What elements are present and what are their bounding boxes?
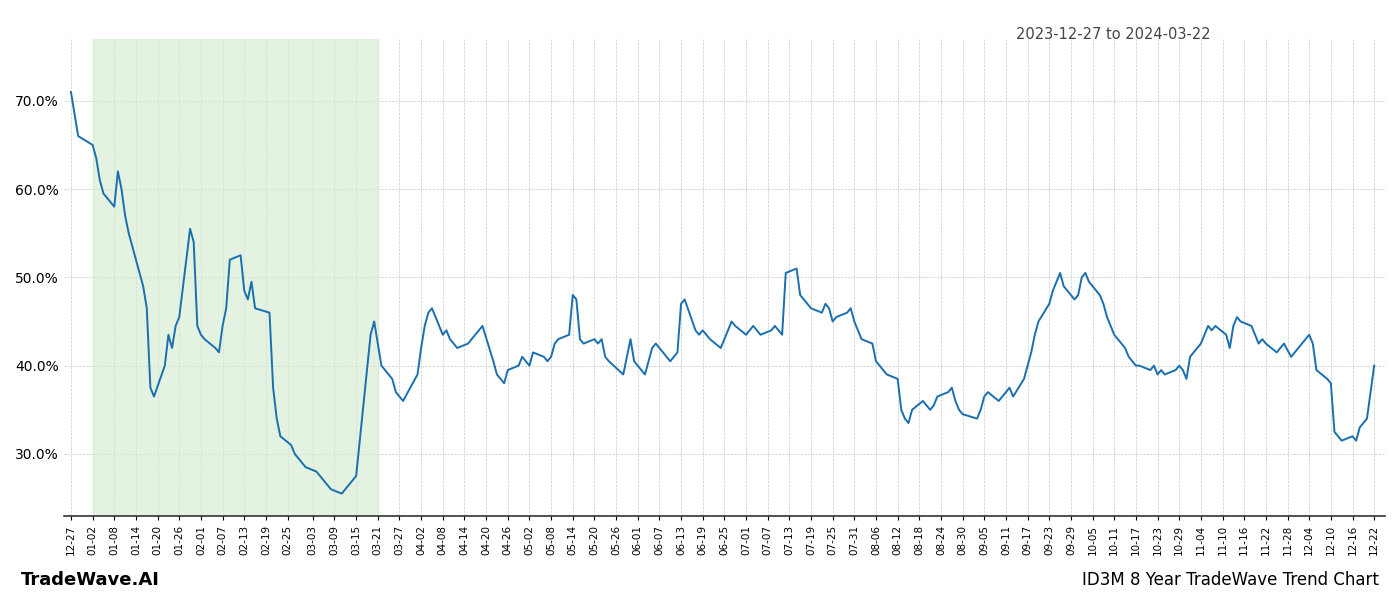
Text: ID3M 8 Year TradeWave Trend Chart: ID3M 8 Year TradeWave Trend Chart [1082,571,1379,589]
Text: 2023-12-27 to 2024-03-22: 2023-12-27 to 2024-03-22 [1016,27,1211,42]
Bar [92,39,378,516]
Text: TradeWave.AI: TradeWave.AI [21,571,160,589]
